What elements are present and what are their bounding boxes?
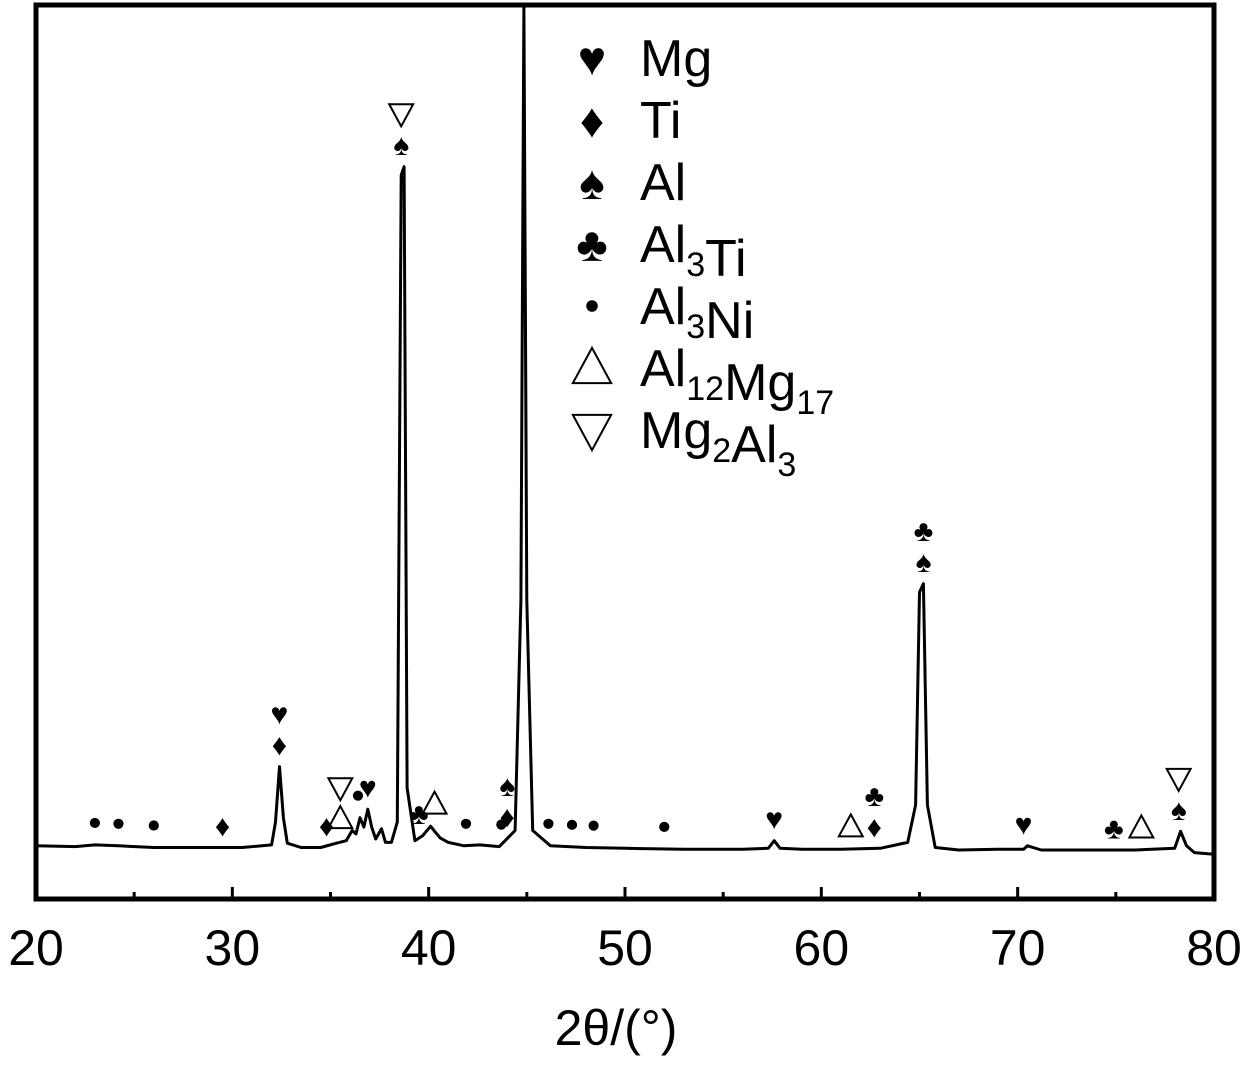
legend-item: ♠ Al xyxy=(579,154,686,212)
legend-label: Ti xyxy=(640,92,681,150)
legend-item: ♥ Mg xyxy=(578,30,713,88)
legend-label: Al12Mg17 xyxy=(640,340,834,422)
peak-annotation: ♦♣ xyxy=(864,780,884,844)
peak-annotation xyxy=(326,803,354,830)
legend-label: Mg xyxy=(640,30,712,88)
x-ticks xyxy=(34,887,1216,899)
peak-annotation xyxy=(326,777,354,803)
triangle-down-marker xyxy=(1165,767,1193,794)
dot-marker xyxy=(352,790,364,801)
club-marker: ♣ xyxy=(576,219,608,272)
club-marker: ♣ xyxy=(914,515,934,548)
x-tick-label: 80 xyxy=(1186,920,1242,976)
diamond-marker: ♦ xyxy=(272,729,287,762)
heart-marker: ♥ xyxy=(765,803,783,836)
plot-frame xyxy=(33,2,1217,902)
peak-annotation xyxy=(89,817,100,829)
legend-label: Al3Ni xyxy=(640,278,754,350)
peak-annotation: ♠ xyxy=(387,103,415,162)
dot-marker xyxy=(659,821,670,833)
triangle-up-marker xyxy=(837,812,865,838)
peak-annotation xyxy=(1127,813,1156,839)
peak-annotation: ♦ xyxy=(319,810,334,843)
legend-label: Mg2Al3 xyxy=(640,402,796,484)
dot-marker xyxy=(89,817,100,829)
peak-annotation xyxy=(659,821,670,833)
heart-marker: ♥ xyxy=(578,33,607,86)
peak-annotation: ♠ xyxy=(1165,767,1193,827)
triangle-down-marker xyxy=(326,777,354,803)
peak-annotation: ♦ xyxy=(215,810,230,843)
peak-annotation: ♥ xyxy=(765,803,783,836)
spade-marker: ♠ xyxy=(499,770,515,803)
legend-item: ♣ Al3Ti xyxy=(576,216,746,288)
peak-annotation xyxy=(420,789,449,815)
triangle-up-marker xyxy=(326,803,354,830)
peak-annotation xyxy=(543,818,554,829)
peak-annotation xyxy=(148,820,159,831)
peak-annotation xyxy=(566,819,578,830)
peak-annotation xyxy=(837,812,865,838)
x-tick-labels: 20 30 40 50 60 70 80 xyxy=(8,920,1242,976)
peak-annotation: ♣ xyxy=(1104,813,1124,846)
peak-annotation xyxy=(352,790,364,801)
legend-item: Mg2Al3 xyxy=(571,402,796,484)
club-marker: ♣ xyxy=(1104,813,1124,846)
triangle-up-marker xyxy=(571,345,613,385)
peak-annotations: ♦♦♥♦♥♠♣ ♦♠♥ ♦♣♠♣♥ ♣♠ xyxy=(89,103,1193,846)
peak-annotation: ♥ xyxy=(1015,808,1033,841)
heart-marker: ♥ xyxy=(1015,808,1033,841)
heart-marker: ♥ xyxy=(271,698,289,731)
triangle-up-marker xyxy=(1127,813,1156,839)
peak-annotation: ♦♥ xyxy=(271,698,289,762)
x-tick-label: 40 xyxy=(401,920,457,976)
spade-marker: ♠ xyxy=(579,157,605,210)
spade-marker: ♠ xyxy=(915,546,931,579)
dot-marker xyxy=(148,820,159,831)
x-axis-title: 2θ/(°) xyxy=(555,1000,678,1056)
dot-marker xyxy=(496,819,507,830)
peak-annotation: ♠♣ xyxy=(914,515,934,579)
peak-annotation xyxy=(496,819,507,830)
x-tick-label: 50 xyxy=(597,920,653,976)
diamond-marker: ♦ xyxy=(500,801,515,834)
x-tick-label: 20 xyxy=(8,920,64,976)
peak-annotation: ♣ xyxy=(409,798,429,831)
series-line xyxy=(35,3,1215,856)
peak-annotation: ♥ xyxy=(359,772,377,805)
dot-marker xyxy=(113,818,124,829)
dot-marker xyxy=(588,820,599,831)
triangle-down-marker xyxy=(387,103,415,129)
x-tick-label: 30 xyxy=(205,920,261,976)
triangle-down-marker xyxy=(571,413,613,453)
triangle-up-marker xyxy=(420,789,449,815)
x-tick-label: 70 xyxy=(990,920,1046,976)
legend-item: Al12Mg17 xyxy=(571,340,834,422)
diamond-marker: ♦ xyxy=(867,811,882,844)
legend-item: ♦ Ti xyxy=(580,92,682,150)
legend-item: Al3Ni xyxy=(586,278,754,350)
legend-label: Al3Ti xyxy=(640,216,747,288)
club-marker: ♣ xyxy=(864,780,884,813)
spade-marker: ♠ xyxy=(1171,794,1187,827)
peak-annotation xyxy=(460,818,472,829)
diamond-marker: ♦ xyxy=(215,810,230,843)
peak-annotation xyxy=(588,820,599,831)
dot-marker xyxy=(566,819,578,830)
peak-annotation xyxy=(113,818,124,829)
dot-marker xyxy=(586,300,598,312)
club-marker: ♣ xyxy=(409,798,429,831)
legend-label: Al xyxy=(640,154,686,212)
diamond-marker: ♦ xyxy=(319,810,334,843)
dot-marker xyxy=(460,818,472,829)
dot-marker xyxy=(543,818,554,829)
x-tick-label: 60 xyxy=(794,920,850,976)
heart-marker: ♥ xyxy=(359,772,377,805)
diamond-marker: ♦ xyxy=(580,95,605,148)
spade-marker: ♠ xyxy=(393,129,409,162)
peak-annotation: ♦♠ xyxy=(499,770,515,834)
